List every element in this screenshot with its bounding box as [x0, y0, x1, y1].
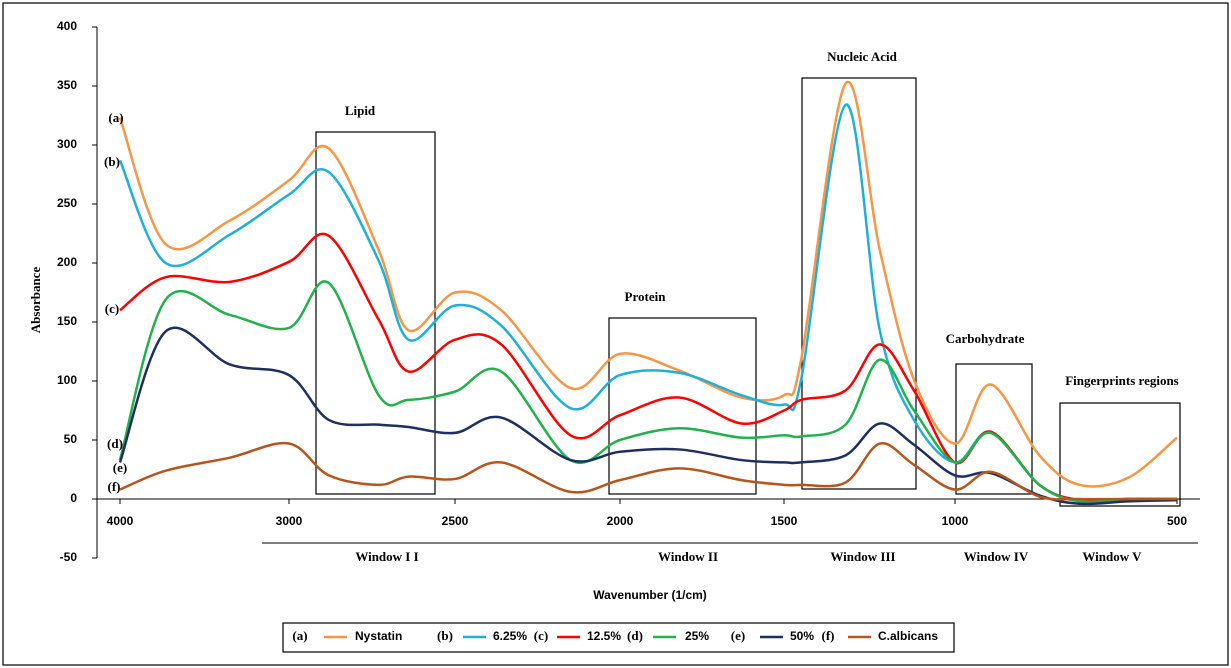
x-tick-label: 500: [1167, 514, 1187, 528]
legend-letter: (c): [534, 628, 548, 643]
y-tick-label: 50: [64, 432, 78, 446]
y-tick-label: 350: [57, 78, 77, 92]
window-label: Window I I: [355, 549, 418, 564]
x-tick-label: 1500: [771, 514, 798, 528]
region-label: Protein: [625, 289, 667, 304]
series-line: [119, 441, 1177, 501]
curve-label: (e): [113, 460, 127, 475]
y-axis-title: Absorbance: [28, 267, 43, 334]
y-tick-label: 0: [70, 491, 77, 505]
legend-label: C.albicans: [878, 629, 938, 643]
region-box: [955, 363, 1033, 495]
legend-letter: (b): [437, 628, 453, 643]
window-label: Window II: [658, 549, 718, 564]
x-tick-label: 1000: [942, 514, 969, 528]
series-line: [118, 280, 1178, 504]
region-box: [1059, 402, 1181, 507]
legend-label: 25%: [685, 629, 709, 643]
curve-label: (b): [104, 154, 120, 169]
y-tick-label: 200: [57, 255, 77, 269]
curve-label: (c): [105, 301, 119, 316]
legend-label: 6.25%: [493, 629, 527, 643]
curve-label: (d): [107, 436, 123, 451]
window-label: Window V: [1082, 549, 1142, 564]
region-box: [801, 77, 917, 490]
curve-label: (a): [108, 110, 123, 125]
region-box: [315, 131, 436, 495]
curve-label: (f): [108, 479, 121, 494]
y-tick-label: 100: [57, 373, 77, 387]
window-label: Window III: [830, 549, 895, 564]
x-tick-label: 4000: [107, 514, 134, 528]
x-tick-label: 2000: [607, 514, 634, 528]
y-tick-label: 150: [57, 314, 77, 328]
y-tick-label: 400: [57, 19, 77, 33]
region-label: Fingerprints regions: [1065, 373, 1179, 388]
legend-label: Nystatin: [355, 629, 402, 643]
x-tick-label: 2500: [442, 514, 469, 528]
x-axis-title: Wavenumber (1/cm): [593, 588, 707, 602]
legend-box: [282, 622, 955, 653]
series-line: [118, 326, 1178, 506]
window-label: Window IV: [964, 549, 1029, 564]
region-label: Lipid: [345, 103, 376, 118]
series-line: [118, 80, 1178, 488]
y-tick-label: 250: [57, 196, 77, 210]
region-label: Carbohydrate: [946, 331, 1025, 346]
x-tick-label: 3000: [276, 514, 303, 528]
region-box: [608, 317, 757, 495]
region-label: Nucleic Acid: [827, 49, 897, 64]
legend-label: 50%: [790, 629, 814, 643]
y-tick-label: 300: [57, 137, 77, 151]
legend-letter: (f): [822, 628, 835, 643]
legend-label: 12.5%: [587, 629, 621, 643]
legend-letter: (a): [292, 628, 307, 643]
legend-letter: (e): [731, 628, 745, 643]
y-tick-label: -50: [60, 550, 78, 564]
legend-letter: (d): [627, 628, 643, 643]
